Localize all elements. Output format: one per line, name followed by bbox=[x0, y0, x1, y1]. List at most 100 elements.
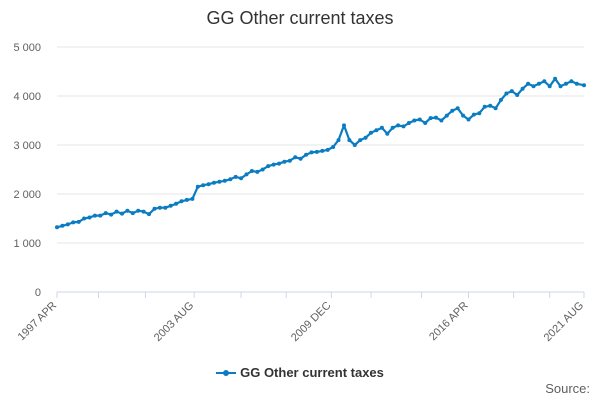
data-point[interactable] bbox=[504, 91, 509, 96]
data-point[interactable] bbox=[342, 123, 346, 128]
data-point[interactable] bbox=[569, 79, 574, 84]
data-point[interactable] bbox=[428, 116, 433, 121]
data-point[interactable] bbox=[92, 213, 97, 218]
data-point[interactable] bbox=[212, 180, 216, 185]
data-point[interactable] bbox=[336, 138, 341, 143]
data-point[interactable] bbox=[120, 211, 124, 216]
data-point[interactable] bbox=[65, 222, 70, 227]
data-point[interactable] bbox=[239, 176, 244, 181]
data-point[interactable] bbox=[385, 131, 390, 136]
data-point[interactable] bbox=[379, 125, 384, 130]
data-point[interactable] bbox=[509, 89, 514, 94]
data-point[interactable] bbox=[60, 223, 65, 228]
data-point[interactable] bbox=[455, 106, 460, 111]
data-point[interactable] bbox=[515, 93, 520, 97]
data-point[interactable] bbox=[520, 86, 525, 91]
data-point[interactable] bbox=[174, 201, 179, 206]
data-point[interactable] bbox=[374, 128, 379, 133]
data-point[interactable] bbox=[282, 159, 287, 164]
data-point[interactable] bbox=[363, 135, 368, 140]
data-point[interactable] bbox=[488, 103, 493, 108]
data-point[interactable] bbox=[352, 143, 357, 147]
data-point[interactable] bbox=[412, 118, 417, 123]
data-point[interactable] bbox=[147, 212, 151, 217]
data-point[interactable] bbox=[466, 117, 471, 122]
data-point[interactable] bbox=[536, 81, 541, 86]
data-point[interactable] bbox=[309, 150, 314, 155]
data-point[interactable] bbox=[417, 117, 422, 122]
data-point[interactable] bbox=[331, 145, 336, 149]
data-point[interactable] bbox=[325, 147, 330, 152]
data-point[interactable] bbox=[233, 174, 238, 179]
data-point[interactable] bbox=[141, 209, 146, 214]
data-point[interactable] bbox=[304, 152, 309, 157]
data-point[interactable] bbox=[347, 138, 352, 143]
data-point[interactable] bbox=[542, 79, 547, 84]
data-point[interactable] bbox=[493, 106, 498, 111]
data-point[interactable] bbox=[228, 177, 233, 182]
data-point[interactable] bbox=[406, 121, 411, 125]
legend[interactable]: GG Other current taxes bbox=[0, 365, 600, 380]
data-point[interactable] bbox=[477, 111, 482, 116]
data-point[interactable] bbox=[201, 183, 206, 188]
source-credit[interactable]: Source: bbox=[545, 381, 590, 396]
data-point[interactable] bbox=[434, 115, 438, 120]
data-point[interactable] bbox=[439, 118, 444, 123]
data-point[interactable] bbox=[553, 76, 558, 81]
data-point[interactable] bbox=[369, 130, 373, 135]
data-point[interactable] bbox=[358, 138, 363, 143]
data-point[interactable] bbox=[482, 104, 487, 109]
data-point[interactable] bbox=[564, 81, 568, 86]
data-point[interactable] bbox=[314, 149, 319, 154]
data-point[interactable] bbox=[499, 97, 503, 102]
data-point[interactable] bbox=[423, 121, 428, 125]
data-point[interactable] bbox=[293, 155, 298, 160]
data-point[interactable] bbox=[98, 213, 103, 218]
data-point[interactable] bbox=[195, 184, 200, 189]
data-point[interactable] bbox=[152, 206, 157, 211]
data-point[interactable] bbox=[450, 108, 455, 113]
data-point[interactable] bbox=[287, 158, 292, 163]
data-point[interactable] bbox=[109, 212, 114, 217]
data-point[interactable] bbox=[547, 84, 552, 89]
data-point[interactable] bbox=[87, 215, 92, 220]
data-point[interactable] bbox=[82, 216, 87, 221]
data-point[interactable] bbox=[320, 148, 325, 153]
data-point[interactable] bbox=[217, 179, 222, 184]
data-point[interactable] bbox=[582, 83, 586, 88]
data-point[interactable] bbox=[249, 169, 254, 173]
data-point[interactable] bbox=[471, 112, 476, 117]
data-point[interactable] bbox=[277, 161, 281, 166]
data-point[interactable] bbox=[179, 199, 184, 204]
data-point[interactable] bbox=[255, 169, 260, 174]
data-point[interactable] bbox=[461, 113, 466, 118]
data-point[interactable] bbox=[526, 81, 531, 86]
data-point[interactable] bbox=[184, 197, 189, 202]
data-point[interactable] bbox=[298, 156, 303, 161]
data-point[interactable] bbox=[396, 123, 401, 128]
data-point[interactable] bbox=[130, 211, 135, 216]
data-point[interactable] bbox=[531, 84, 536, 89]
data-point[interactable] bbox=[163, 205, 168, 210]
data-point[interactable] bbox=[168, 203, 173, 208]
data-point[interactable] bbox=[574, 81, 579, 86]
data-point[interactable] bbox=[244, 172, 249, 177]
data-point[interactable] bbox=[103, 211, 108, 216]
data-point[interactable] bbox=[444, 113, 449, 118]
data-point[interactable] bbox=[136, 208, 141, 213]
data-point[interactable] bbox=[125, 208, 130, 213]
data-point[interactable] bbox=[206, 182, 211, 187]
data-point[interactable] bbox=[157, 205, 162, 210]
data-point[interactable] bbox=[222, 178, 227, 183]
data-point[interactable] bbox=[271, 162, 276, 167]
data-point[interactable] bbox=[71, 220, 76, 225]
data-point[interactable] bbox=[266, 164, 271, 169]
data-point[interactable] bbox=[114, 209, 119, 214]
data-point[interactable] bbox=[55, 225, 59, 230]
data-point[interactable] bbox=[558, 84, 563, 89]
data-point[interactable] bbox=[190, 196, 195, 201]
data-point[interactable] bbox=[76, 219, 81, 224]
data-point[interactable] bbox=[260, 167, 265, 172]
data-point[interactable] bbox=[390, 125, 395, 130]
data-point[interactable] bbox=[401, 124, 406, 129]
